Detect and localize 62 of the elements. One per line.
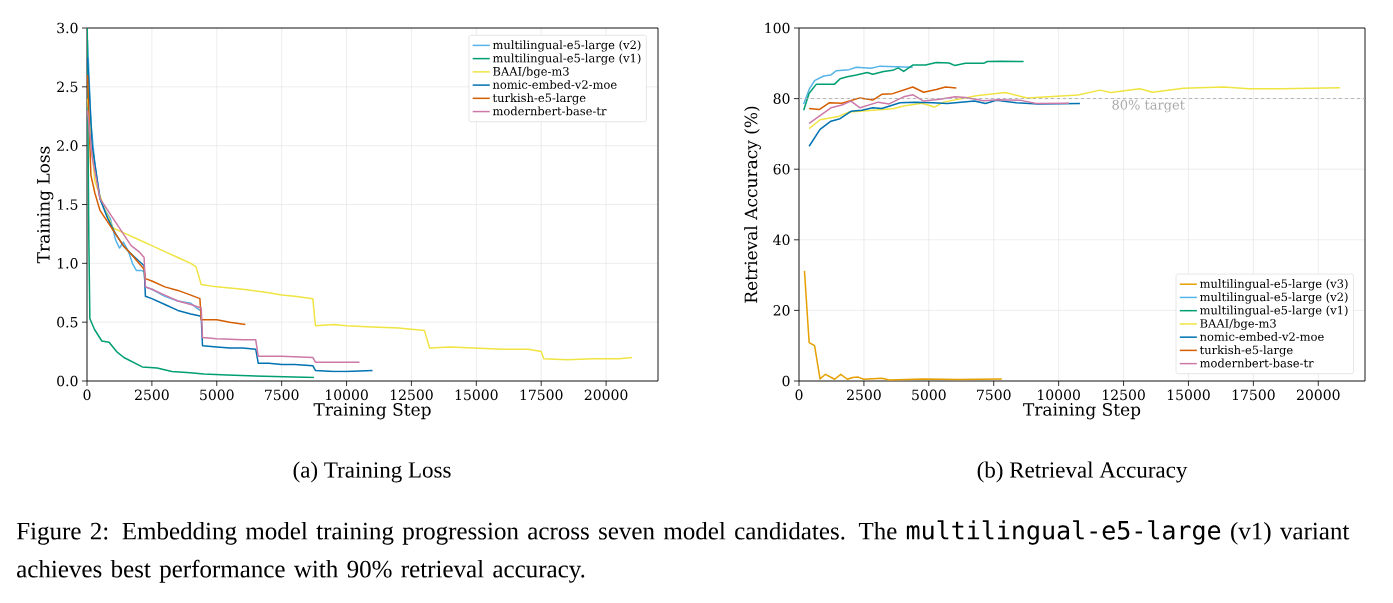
y-tick-label: 1.5: [57, 199, 78, 210]
y-tick-label: 0.0: [57, 375, 78, 387]
x-tick-label: 2500: [135, 389, 169, 401]
x-tick-label: 5000: [200, 389, 234, 401]
x-tick-label: 20000: [1296, 389, 1340, 401]
x-tick-label: 2500: [847, 389, 881, 401]
x-tick-label: 10000: [1038, 389, 1080, 401]
text: (b) Retrieval Accuracy: [977, 461, 1188, 483]
x-tick-label: 12500: [390, 389, 433, 401]
line-series: [808, 86, 1341, 130]
x-axis-title: Training Step: [313, 402, 431, 420]
x-tick-label: 10000: [325, 389, 368, 401]
legend-label: turkish-e5-large: [492, 93, 586, 105]
x-tick-label: 15000: [1167, 389, 1210, 401]
y-axis-title: Retrieval Accuracy (%): [744, 106, 761, 303]
x-tick-label: 5000: [912, 389, 946, 401]
legend-label: multilingual-e5-large (v3): [1200, 279, 1348, 291]
y-tick-label: 0.5: [57, 316, 78, 328]
line-series: [808, 93, 1070, 125]
x-tick-label: 17500: [1232, 389, 1275, 401]
line-series: [87, 28, 315, 379]
legend-label: modernbert-base-tr: [1200, 358, 1314, 368]
line-series: [808, 99, 1081, 148]
legend-label: multilingual-e5-large (v1): [1200, 305, 1348, 317]
text: (v1) variant: [1231, 521, 1350, 545]
x-tick-label: 15000: [455, 389, 498, 401]
legend-label: nomic-embed-v2-moe: [492, 79, 617, 89]
line-series: [808, 86, 958, 111]
legend-label: modernbert-base-tr: [492, 106, 607, 116]
y-tick-label: 2.0: [57, 140, 78, 151]
y-tick-label: 80: [773, 93, 790, 104]
x-tick-label: 7500: [977, 389, 1011, 401]
x-tick-label: 0: [83, 389, 91, 401]
x-tick-label: 20000: [584, 389, 628, 401]
x-tick-label: 7500: [265, 389, 299, 401]
line-series: [802, 65, 914, 105]
x-tick-label: 0: [795, 389, 803, 401]
legend-label: multilingual-e5-large (v2): [492, 40, 641, 52]
y-tick-label: 3.0: [57, 22, 78, 34]
text: multilingual-e5-large: [906, 520, 1221, 545]
x-tick-label: 17500: [520, 389, 563, 401]
y-tick-label: 40: [773, 234, 790, 246]
line-series: [803, 270, 1003, 381]
legend-label: turkish-e5-large: [1199, 345, 1293, 357]
x-axis-title: Training Step: [1023, 402, 1141, 420]
legend-label: BAAI/bge-m3: [493, 66, 569, 79]
y-tick-label: 100: [765, 22, 790, 34]
ref-line-label: 80% target: [1112, 99, 1185, 113]
y-tick-label: 1.0: [57, 258, 78, 269]
x-tick-label: 12500: [1102, 389, 1145, 401]
text: achieves best performance with 90% retrieval accuracy.: [17, 559, 585, 583]
y-tick-label: 60: [773, 163, 790, 175]
y-tick-label: 20: [773, 305, 790, 316]
legend-label: multilingual-e5-large (v1): [492, 53, 641, 65]
legend-label: nomic-embed-v2-moe: [1200, 332, 1324, 341]
legend-label: multilingual-e5-large (v2): [1200, 292, 1348, 304]
y-tick-label: 2.5: [57, 81, 78, 93]
y-tick-label: 0: [782, 375, 790, 387]
caption: Figure 2: Embedding model training progression across seven model candidates. The: [16, 521, 897, 545]
legend-label: BAAI/bge-m3: [1200, 318, 1276, 331]
y-axis-title: Training Loss: [37, 146, 54, 264]
text: (a) Training Loss: [293, 461, 451, 483]
